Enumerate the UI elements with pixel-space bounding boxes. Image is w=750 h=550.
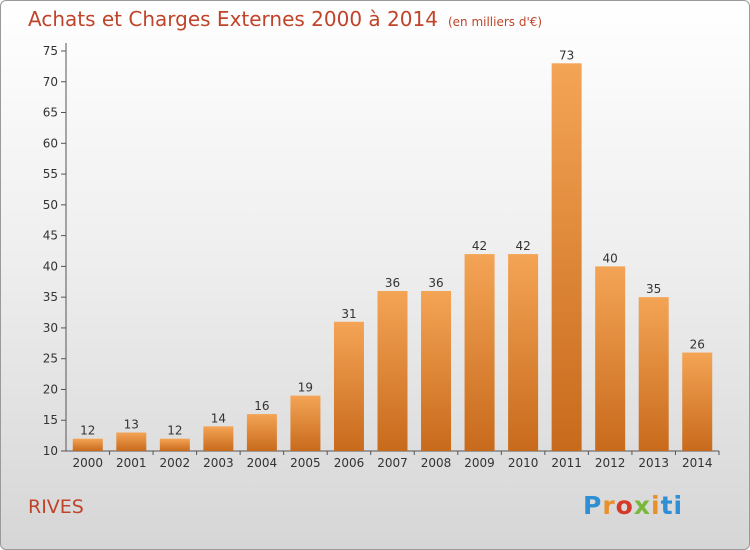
x-tick-label-2005: 2005 [290,456,321,470]
place-name: RIVES [28,496,84,518]
x-tick-label-2001: 2001 [116,456,147,470]
bar-2013 [638,297,669,451]
value-label-2004: 16 [254,399,269,413]
bar-2007 [377,291,408,451]
value-label-2013: 35 [646,282,661,296]
x-tick-label-2006: 2006 [334,456,365,470]
value-label-2000: 12 [80,424,95,438]
x-tick-label-2014: 2014 [682,456,713,470]
bar-2000 [72,438,103,451]
x-tick-label-2000: 2000 [72,456,103,470]
value-label-2005: 19 [298,381,313,395]
bar-2004 [246,414,277,451]
y-tick-label: 55 [43,167,58,181]
bar-2003 [203,426,234,451]
x-tick-label-2008: 2008 [421,456,452,470]
x-tick-label-2010: 2010 [508,456,539,470]
value-label-2007: 36 [385,276,400,290]
x-tick-label-2013: 2013 [638,456,669,470]
bars: 12 13 12 14 16 19 31 36 36 42 42 73 40 35 26 [72,48,713,452]
y-tick-label: 20 [43,382,58,396]
y-tick-label: 15 [43,413,58,427]
y-tick-label: 75 [43,44,58,58]
chart-unit: (en milliers d'€) [447,15,543,29]
value-label-2012: 40 [603,251,618,265]
y-tick-label: 35 [43,290,58,304]
chart-title-text: Achats et Charges Externes 2000 à 2014 [28,7,438,31]
axes: 10 15 20 25 30 35 40 45 50 55 60 65 70 75 2000 2001 2002… [43,43,720,470]
x-tick-label-2009: 2009 [464,456,495,470]
bar-2014 [682,352,713,451]
bar-2010 [508,254,539,451]
bar-2002 [159,438,190,451]
y-tick-label: 45 [43,229,58,243]
bar-2005 [290,395,321,451]
value-label-2014: 26 [690,338,705,352]
y-tick-label: 10 [43,444,58,458]
y-tick-label: 50 [43,198,58,212]
x-tick-label-2004: 2004 [247,456,278,470]
x-tick-label-2011: 2011 [551,456,582,470]
bar-2011 [551,63,582,452]
y-tick-label: 30 [43,321,58,335]
bar-2008 [421,291,452,451]
bar-2001 [116,432,147,451]
x-tick-label-2007: 2007 [377,456,408,470]
y-tick-label: 25 [43,352,58,366]
value-label-2010: 42 [515,239,530,253]
y-tick-label: 70 [43,75,58,89]
x-tick-label-2003: 2003 [203,456,234,470]
value-label-2003: 14 [211,411,226,425]
value-label-2009: 42 [472,239,487,253]
y-tick-label: 65 [43,106,58,120]
bar-2012 [595,266,626,451]
bar-2009 [464,254,495,451]
value-label-2006: 31 [341,307,356,321]
value-label-2008: 36 [428,276,443,290]
x-tick-label-2012: 2012 [595,456,626,470]
value-label-2001: 13 [124,418,139,432]
value-label-2011: 73 [559,48,574,62]
chart-title: Achats et Charges Externes 2000 à 2014 (e… [28,7,542,31]
y-tick-label: 40 [43,259,58,273]
proxiti-logo: Proxiti [583,491,684,520]
bar-2006 [333,321,364,451]
y-tick-label: 60 [43,136,58,150]
x-tick-label-2002: 2002 [160,456,191,470]
value-label-2002: 12 [167,424,182,438]
